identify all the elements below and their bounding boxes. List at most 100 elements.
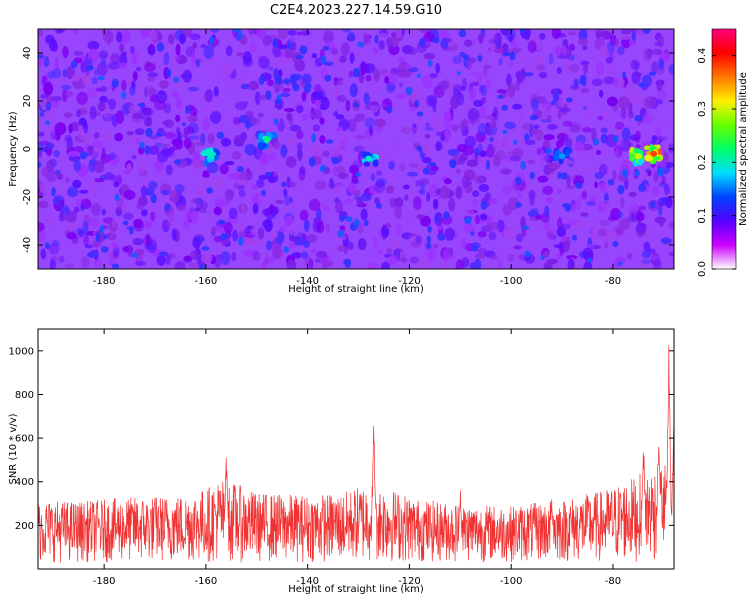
- heatmap-cell: [567, 220, 576, 226]
- heatmap-cell: [320, 55, 327, 64]
- heatmap-cell: [339, 225, 346, 231]
- heatmap-cell: [289, 124, 302, 132]
- heatmap-cell: [202, 177, 210, 183]
- heatmap-cell: [55, 129, 61, 141]
- heatmap-cell: [502, 129, 508, 135]
- heatmap-cell: [592, 138, 600, 146]
- heatmap-cell: [519, 29, 526, 34]
- heatmap-cell: [73, 206, 80, 213]
- heatmap-cell: [231, 151, 242, 160]
- heatmap-cell: [463, 54, 468, 60]
- heatmap-cell: [144, 187, 155, 196]
- heatmap-cell: [335, 114, 345, 120]
- heatmap-feature-peak: [365, 155, 373, 162]
- heatmap-cell: [600, 127, 608, 134]
- heatmap-cell: [144, 86, 149, 98]
- heatmap-cell: [614, 149, 620, 158]
- heatmap-cell: [469, 261, 480, 269]
- heatmap-cell: [465, 104, 471, 111]
- heatmap-cell: [539, 32, 546, 40]
- heatmap-cell: [174, 159, 182, 165]
- heatmap-cell: [249, 117, 261, 126]
- heatmap-cell: [509, 51, 516, 61]
- heatmap-cell: [577, 38, 589, 46]
- heatmap-cell: [605, 229, 618, 243]
- heatmap-cell: [155, 132, 164, 137]
- heatmap-cell: [524, 72, 534, 77]
- heatmap-cell: [553, 244, 564, 249]
- heatmap-cell: [38, 161, 42, 169]
- heatmap-cell: [264, 218, 273, 232]
- heatmap-cell: [337, 79, 344, 86]
- heatmap-cell: [258, 94, 268, 100]
- heatmap-feature: [565, 148, 570, 158]
- heatmap-cell: [236, 30, 243, 40]
- heatmap-cell: [94, 258, 103, 268]
- heatmap-cell: [51, 239, 60, 247]
- heatmap-cell: [636, 212, 645, 222]
- heatmap-cell: [63, 112, 73, 118]
- heatmap-cell: [598, 89, 604, 98]
- heatmap-cell: [328, 182, 336, 190]
- heatmap-cell: [420, 29, 426, 34]
- heatmap-cell: [182, 219, 191, 229]
- heatmap-cell: [376, 250, 383, 255]
- heatmap-cell: [657, 167, 662, 172]
- heatmap-cell: [183, 126, 195, 135]
- heatmap-cell: [566, 97, 573, 103]
- heatmap-cell: [189, 262, 200, 268]
- x-tick-label: -80: [605, 576, 621, 587]
- heatmap-cell: [654, 41, 662, 47]
- heatmap-cell: [656, 136, 668, 142]
- heatmap-cell: [631, 71, 641, 85]
- heatmap-cell: [288, 196, 293, 204]
- heatmap-cell: [579, 77, 585, 85]
- heatmap-cell: [564, 63, 571, 73]
- heatmap-cell: [448, 197, 456, 212]
- heatmap-cell: [183, 29, 192, 38]
- heatmap-cell: [471, 244, 479, 252]
- heatmap-cell: [613, 135, 619, 142]
- heatmap-cell: [535, 56, 545, 65]
- heatmap-cell: [87, 40, 100, 50]
- heatmap-cell: [622, 71, 627, 79]
- heatmap-cell: [365, 74, 372, 82]
- heatmap-cell: [392, 142, 397, 150]
- heatmap-cell: [132, 71, 138, 82]
- heatmap-cell: [501, 104, 508, 111]
- heatmap-cell: [347, 32, 356, 42]
- heatmap-cell: [381, 261, 390, 269]
- heatmap-cell: [175, 43, 181, 56]
- x-tick-label: -120: [398, 576, 421, 587]
- heatmap-cell: [238, 185, 246, 190]
- heatmap-cell: [455, 259, 464, 269]
- heatmap-cell: [395, 29, 403, 38]
- heatmap-cell: [656, 90, 667, 100]
- heatmap-cell: [158, 80, 170, 89]
- heatmap-cell: [148, 180, 158, 190]
- heatmap-cell: [606, 96, 618, 107]
- heatmap-cell: [292, 83, 300, 92]
- heatmap-cell: [101, 158, 107, 165]
- heatmap-cell: [434, 214, 439, 223]
- heatmap-cell: [668, 63, 674, 75]
- heatmap-cell: [275, 199, 285, 205]
- heatmap-cell: [189, 33, 201, 41]
- heatmap-cell: [643, 48, 652, 62]
- heatmap-cell: [302, 113, 308, 121]
- heatmap-cell: [305, 234, 318, 243]
- heatmap-cell: [46, 217, 53, 225]
- heatmap-cell: [423, 53, 435, 60]
- heatmap-cell: [166, 68, 172, 78]
- heatmap-cell: [620, 160, 630, 169]
- heatmap-cell: [518, 71, 525, 83]
- heatmap-cell: [214, 177, 226, 190]
- heatmap-cell: [238, 219, 245, 233]
- heatmap-cell: [409, 163, 419, 168]
- heatmap-cell: [399, 163, 406, 172]
- heatmap-cell: [165, 221, 171, 228]
- heatmap-cell: [612, 240, 619, 248]
- heatmap-cell: [634, 115, 643, 122]
- heatmap-cell: [39, 112, 45, 117]
- heatmap-cell: [649, 201, 656, 209]
